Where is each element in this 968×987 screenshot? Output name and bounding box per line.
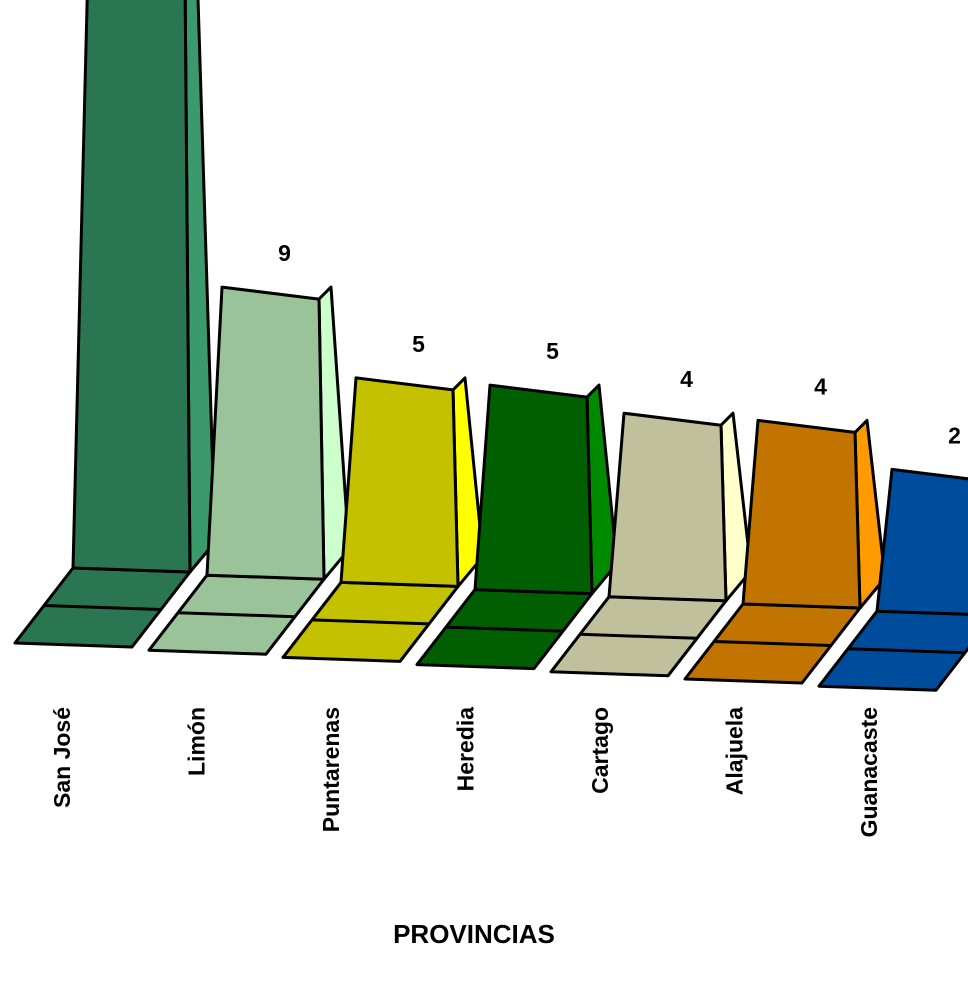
category-label-alajuela: Alajuela: [722, 707, 748, 795]
category-label-limon: Limón: [184, 707, 210, 776]
bar-floor-divider-heredia: [445, 625, 564, 633]
bar-san-jose: [13, 0, 217, 649]
bar-floor-divider-san-jose: [43, 604, 162, 611]
category-label-puntarenas: Puntarenas: [318, 707, 344, 832]
value-label-limon: 9: [278, 240, 291, 266]
value-label-cartago: 4: [680, 366, 693, 392]
bar-floor-divider-puntarenas: [311, 618, 430, 626]
bar-guanacaste: [817, 467, 968, 692]
category-label-cartago: Cartago: [587, 707, 613, 794]
bars-group: [13, 0, 968, 692]
bar-heredia: [415, 383, 619, 671]
bar-alajuela: [683, 418, 887, 685]
category-labels-group: San José Limón Puntarenas Heredia Cartago Ala…: [49, 707, 882, 838]
bar-floor-divider-limon: [177, 611, 296, 619]
value-label-guanacaste: 2: [948, 422, 961, 448]
category-label-san-jose: San José: [49, 707, 75, 808]
bar-face-san-jose: [71, 0, 192, 574]
bar-face-cartago: [607, 411, 728, 603]
value-label-alajuela: 4: [814, 373, 827, 399]
value-labels-group: 24955442: [278, 240, 961, 448]
category-label-guanacaste: Guanacaste: [856, 707, 882, 837]
category-label-heredia: Heredia: [453, 707, 479, 792]
bar-floor-divider-cartago: [579, 632, 698, 640]
x-axis-title: PROVINCIAS: [393, 919, 555, 949]
bar-puntarenas: [281, 376, 485, 663]
bar-face-puntarenas: [339, 376, 460, 588]
value-label-heredia: 5: [546, 338, 559, 364]
bar-floor-divider-alajuela: [713, 640, 832, 647]
value-label-puntarenas: 5: [412, 331, 425, 357]
bar-face-alajuela: [741, 418, 862, 610]
bar-face-limon: [205, 285, 326, 581]
bar-face-guanacaste: [875, 467, 968, 616]
bar-limon: [147, 285, 351, 656]
bar-face-heredia: [473, 383, 594, 596]
bar-floor-divider-guanacaste: [847, 647, 966, 655]
bar-cartago: [549, 411, 753, 678]
